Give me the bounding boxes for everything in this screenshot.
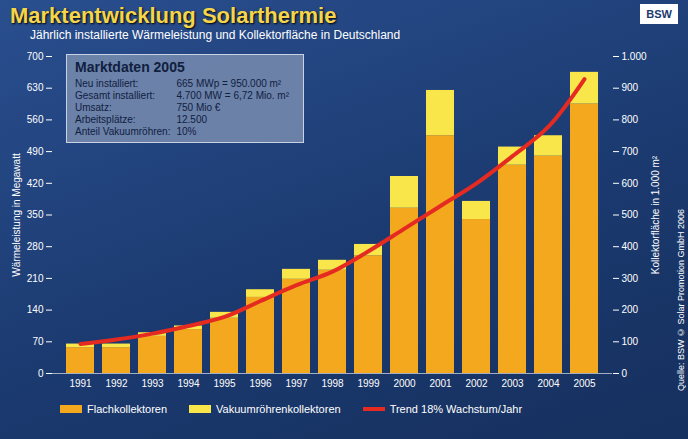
svg-text:2000: 2000 <box>393 378 416 389</box>
html-text:Umsatz:: Umsatz: <box>75 102 112 113</box>
svg-text:280: 280 <box>27 241 44 252</box>
svg-text:2002: 2002 <box>465 378 488 389</box>
svg-text:630: 630 <box>27 82 44 93</box>
svg-text:1995: 1995 <box>213 378 236 389</box>
svg-text:300: 300 <box>622 273 639 284</box>
svg-text:900: 900 <box>622 82 639 93</box>
html-text:Jährlich installierte Wärmelei: Jährlich installierte Wärmeleistung und … <box>30 28 401 42</box>
svg-text:560: 560 <box>27 114 44 125</box>
svg-text:Kollektorfläche in 1.000 m²: Kollektorfläche in 1.000 m² <box>650 155 661 274</box>
svg-text:140: 140 <box>27 304 44 315</box>
svg-text:1991: 1991 <box>69 378 92 389</box>
html-text:Neu installiert:: Neu installiert: <box>75 78 139 89</box>
html-text:Marktentwicklung Solarthermie: Marktentwicklung Solarthermie <box>10 3 337 28</box>
html-text:4.700 MW = 6,72 Mio. m²: 4.700 MW = 6,72 Mio. m² <box>176 90 289 101</box>
html-text:BSW: BSW <box>646 8 672 20</box>
svg-text:1999: 1999 <box>357 378 380 389</box>
html-text:Flachkollektoren: Flachkollektoren <box>87 403 168 415</box>
html-text:Quelle: BSW © Solar Promotion: Quelle: BSW © Solar Promotion GmbH 2006 <box>676 208 686 391</box>
svg-text:700: 700 <box>622 146 639 157</box>
svg-text:0: 0 <box>622 368 628 379</box>
html-text:Anteil Vakuumröhren:: Anteil Vakuumröhren: <box>75 126 171 137</box>
html-text:10%: 10% <box>176 126 197 137</box>
svg-text:2005: 2005 <box>573 378 596 389</box>
svg-text:350: 350 <box>27 209 44 220</box>
html-text:12.500: 12.500 <box>176 114 207 125</box>
svg-text:400: 400 <box>622 241 639 252</box>
svg-text:2003: 2003 <box>501 378 524 389</box>
html-text:Vakuumröhrenkollektoren: Vakuumröhrenkollektoren <box>216 403 341 415</box>
svg-text:200: 200 <box>622 304 639 315</box>
html-text:Marktdaten 2005: Marktdaten 2005 <box>75 59 185 75</box>
svg-text:800: 800 <box>622 114 639 125</box>
svg-text:70: 70 <box>32 336 44 347</box>
svg-text:1992: 1992 <box>105 378 128 389</box>
svg-text:1997: 1997 <box>285 378 308 389</box>
svg-text:100: 100 <box>622 336 639 347</box>
svg-text:1993: 1993 <box>141 378 164 389</box>
html-text:665 MWp = 950.000 m²: 665 MWp = 950.000 m² <box>176 78 282 89</box>
svg-text:1.000: 1.000 <box>622 51 647 62</box>
svg-text:0: 0 <box>38 368 44 379</box>
svg-text:1994: 1994 <box>177 378 200 389</box>
html-text:750 Mio €: 750 Mio € <box>176 102 221 113</box>
svg-text:Wärmeleistung in Megawatt: Wärmeleistung in Megawatt <box>11 153 22 277</box>
svg-text:420: 420 <box>27 178 44 189</box>
html-text:Arbeitsplätze:: Arbeitsplätze: <box>75 114 136 125</box>
svg-text:600: 600 <box>622 178 639 189</box>
svg-text:490: 490 <box>27 146 44 157</box>
svg-text:1996: 1996 <box>249 378 272 389</box>
svg-text:2001: 2001 <box>429 378 452 389</box>
html-text:Gesamt installiert:: Gesamt installiert: <box>75 90 155 101</box>
svg-text:700: 700 <box>27 51 44 62</box>
svg-text:500: 500 <box>622 209 639 220</box>
svg-text:2004: 2004 <box>537 378 560 389</box>
svg-text:1998: 1998 <box>321 378 344 389</box>
html-text:Trend 18% Wachstum/Jahr: Trend 18% Wachstum/Jahr <box>389 403 523 415</box>
svg-text:210: 210 <box>27 273 44 284</box>
